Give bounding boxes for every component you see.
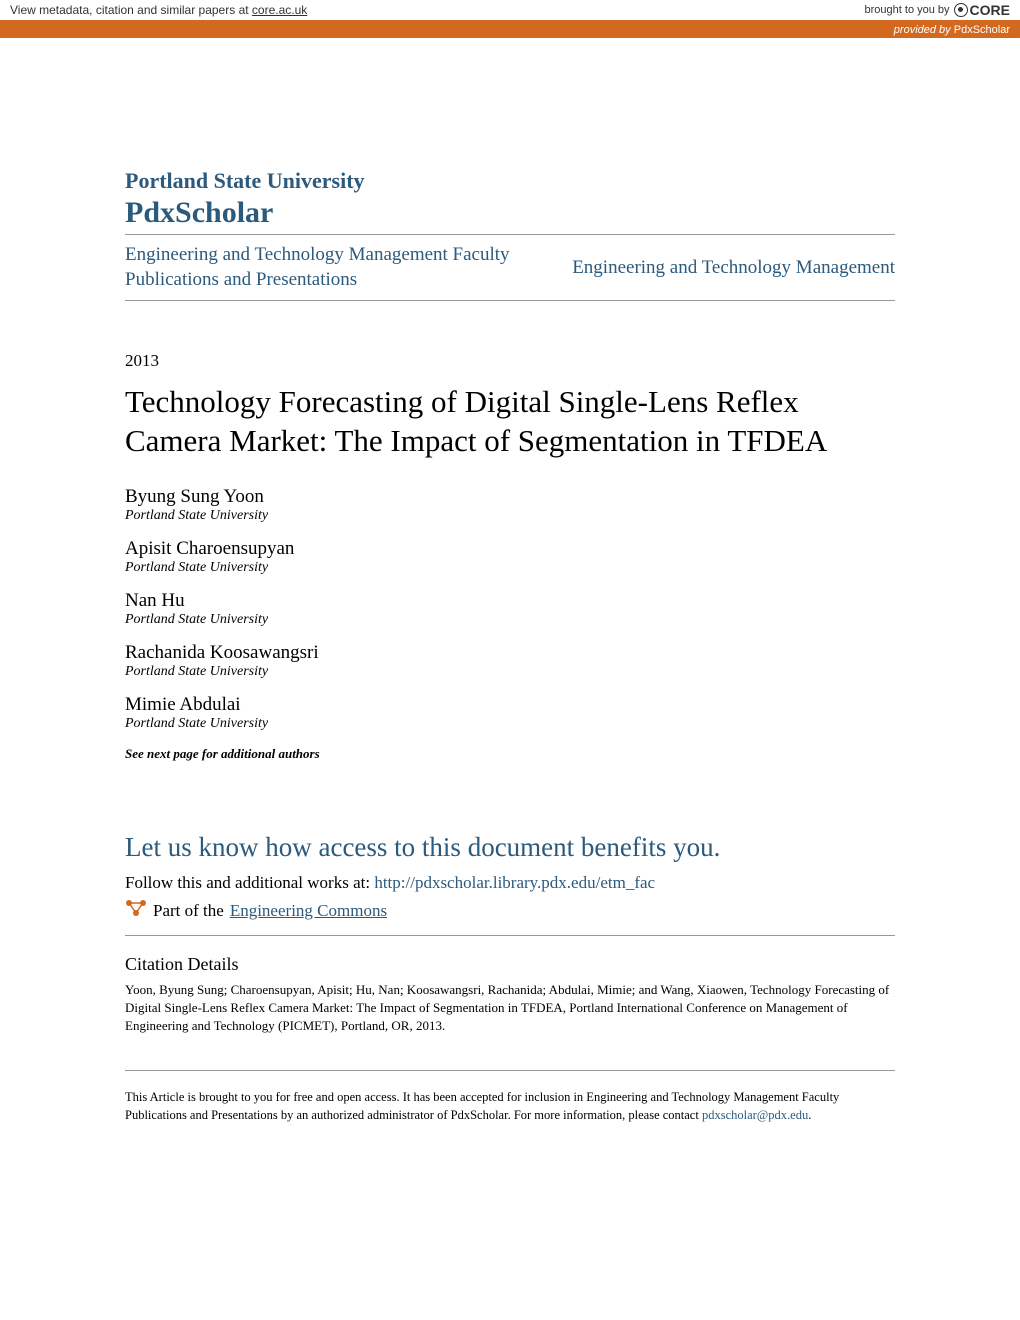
follow-url-link[interactable]: http://pdxscholar.library.pdx.edu/etm_fa… bbox=[374, 873, 655, 892]
author-affiliation: Portland State University bbox=[125, 664, 895, 680]
core-label: CORE bbox=[970, 2, 1010, 18]
core-icon bbox=[954, 3, 968, 17]
author-block: Nan HuPortland State University bbox=[125, 590, 895, 628]
citation-text: Yoon, Byung Sung; Charoensupyan, Apisit;… bbox=[125, 981, 895, 1036]
provided-bar: provided by PdxScholar bbox=[0, 22, 1020, 38]
dept-link[interactable]: Engineering and Technology Management bbox=[572, 257, 895, 279]
author-block: Byung Sung YoonPortland State University bbox=[125, 486, 895, 524]
banner-right: brought to you by CORE bbox=[865, 2, 1010, 18]
author-affiliation: Portland State University bbox=[125, 560, 895, 576]
part-of-prefix: Part of the bbox=[153, 901, 224, 921]
core-logo[interactable]: CORE bbox=[954, 2, 1010, 18]
dept-collection-link[interactable]: Engineering and Technology Management Fa… bbox=[125, 243, 545, 292]
header-divider bbox=[125, 234, 895, 235]
author-block: Rachanida KoosawangsriPortland State Uni… bbox=[125, 642, 895, 680]
benefits-heading[interactable]: Let us know how access to this document … bbox=[125, 832, 895, 863]
section-divider-1 bbox=[125, 935, 895, 936]
commons-link[interactable]: Engineering Commons bbox=[230, 901, 387, 921]
core-link[interactable]: core.ac.uk bbox=[252, 3, 307, 17]
author-block: Mimie AbdulaiPortland State University bbox=[125, 694, 895, 732]
author-name: Nan Hu bbox=[125, 590, 895, 612]
author-name: Mimie Abdulai bbox=[125, 694, 895, 716]
follow-prefix: Follow this and additional works at: bbox=[125, 873, 374, 892]
author-name: Apisit Charoensupyan bbox=[125, 538, 895, 560]
author-affiliation: Portland State University bbox=[125, 508, 895, 524]
university-name[interactable]: Portland State University bbox=[125, 168, 895, 194]
author-affiliation: Portland State University bbox=[125, 612, 895, 628]
author-name: Rachanida Koosawangsri bbox=[125, 642, 895, 664]
brought-by-text: brought to you by bbox=[865, 4, 950, 16]
page-content: Portland State University PdxScholar Eng… bbox=[0, 38, 1020, 1184]
follow-text: Follow this and additional works at: htt… bbox=[125, 873, 895, 893]
author-name: Byung Sung Yoon bbox=[125, 486, 895, 508]
author-block: Apisit CharoensupyanPortland State Unive… bbox=[125, 538, 895, 576]
dept-divider bbox=[125, 300, 895, 301]
provided-prefix: provided by bbox=[894, 24, 954, 36]
network-icon bbox=[125, 899, 147, 923]
banner-metadata-text: View metadata, citation and similar pape… bbox=[10, 3, 307, 17]
repository-name[interactable]: PdxScholar bbox=[125, 196, 895, 230]
part-of-row: Part of the Engineering Commons bbox=[125, 899, 895, 923]
footer-text: This Article is brought to you for free … bbox=[125, 1089, 895, 1124]
footer-suffix: . bbox=[808, 1108, 811, 1122]
author-affiliation: Portland State University bbox=[125, 716, 895, 732]
publication-year: 2013 bbox=[125, 351, 895, 371]
citation-heading: Citation Details bbox=[125, 954, 895, 975]
provider-name: PdxScholar bbox=[954, 24, 1010, 36]
footer-email-link[interactable]: pdxscholar@pdx.edu bbox=[702, 1108, 808, 1122]
department-row: Engineering and Technology Management Fa… bbox=[125, 243, 895, 292]
metadata-prefix: View metadata, citation and similar pape… bbox=[10, 3, 252, 17]
section-divider-2 bbox=[125, 1070, 895, 1071]
core-banner: View metadata, citation and similar pape… bbox=[0, 0, 1020, 22]
paper-title: Technology Forecasting of Digital Single… bbox=[125, 383, 895, 461]
see-next-authors: See next page for additional authors bbox=[125, 746, 895, 762]
authors-list: Byung Sung YoonPortland State University… bbox=[125, 486, 895, 732]
